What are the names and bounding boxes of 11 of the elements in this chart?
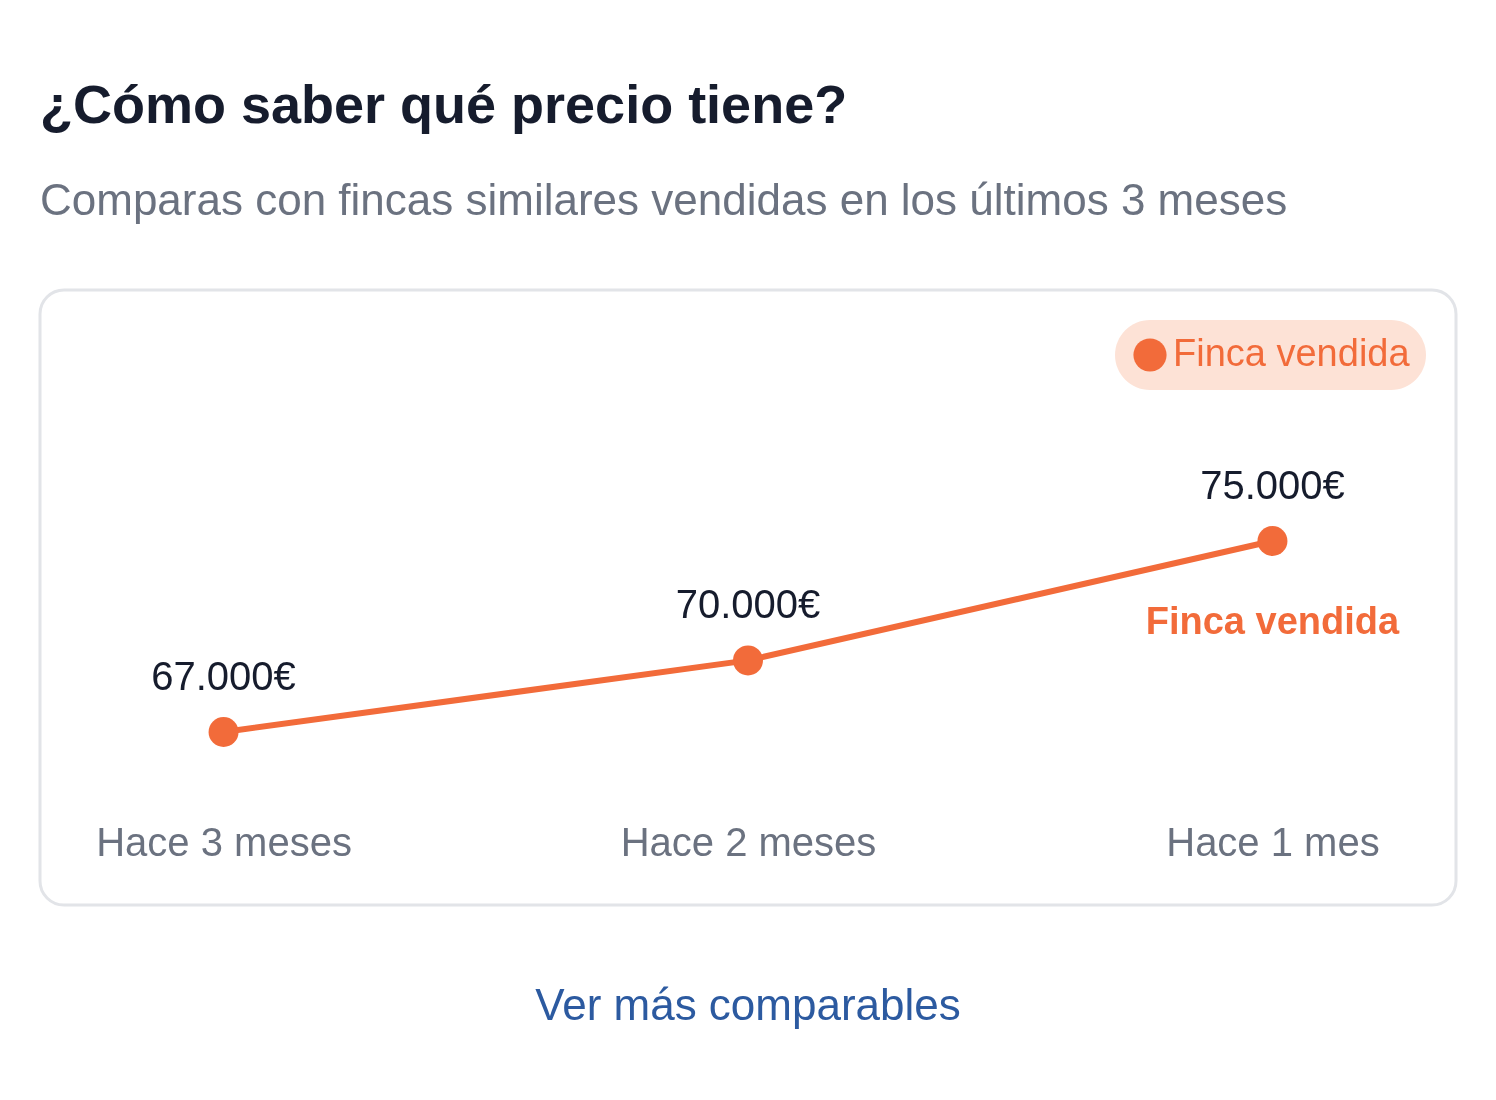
chart-subtitle: Comparas con fincas similares vendidas en los últimos 3 meses <box>40 175 1288 224</box>
x-tick-label: Hace 3 meses <box>96 819 352 864</box>
data-label: 67.000€ <box>151 654 296 698</box>
legend-label: Finca vendida <box>1173 332 1411 374</box>
data-label: 70.000€ <box>675 582 821 627</box>
chart-title: ¿Cómo saber qué precio tiene? <box>40 74 848 134</box>
data-label: 75.000€ <box>1200 463 1345 507</box>
x-tick-label: Hace 1 mes <box>1166 819 1380 864</box>
text: Ver más comparables <box>535 980 961 1029</box>
x-tick-label: Hace 2 meses <box>620 819 877 864</box>
annotation: Finca vendida <box>1145 600 1401 642</box>
